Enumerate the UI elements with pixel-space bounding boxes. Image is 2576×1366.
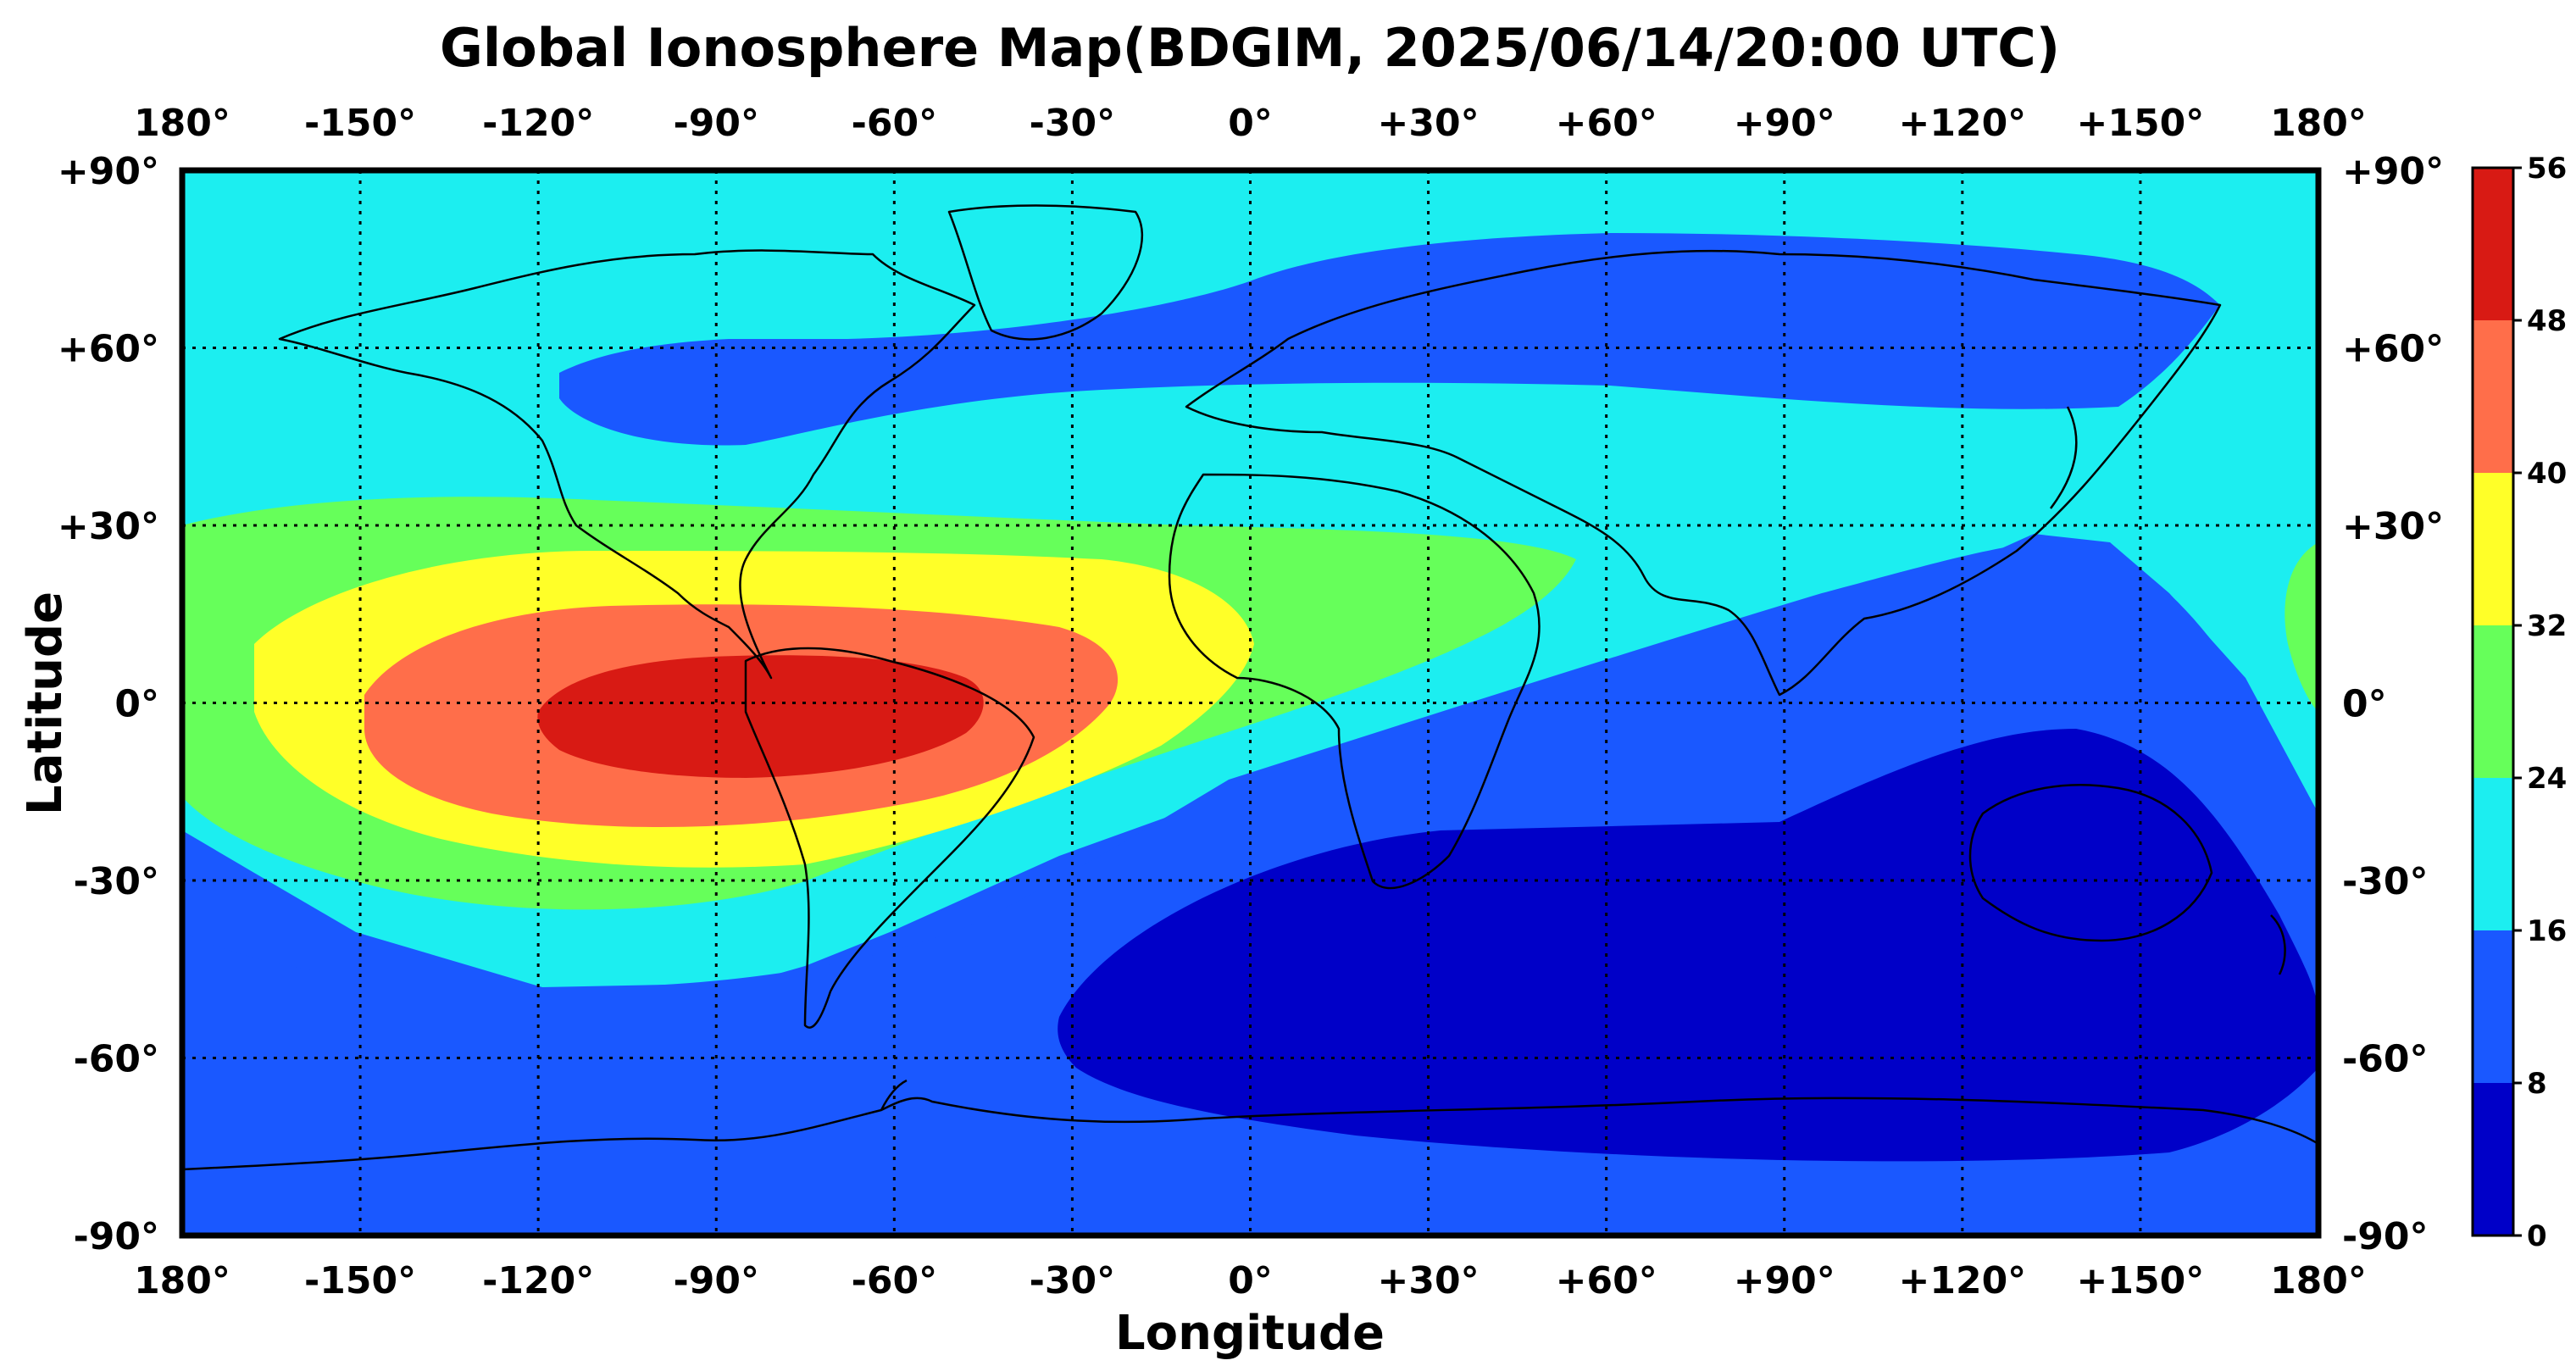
coastline-antarctic-peninsula	[880, 1079, 908, 1111]
tec-band-0-8	[1058, 729, 2318, 1162]
lat-tick-label: -30°	[2342, 860, 2429, 903]
colorbar-tick-label: 56	[2527, 152, 2567, 186]
colorbar	[2471, 166, 2515, 1237]
colorbar-bin	[2473, 320, 2513, 473]
lat-tick-label: 0°	[2342, 683, 2387, 726]
lon-tick-label: +150°	[2077, 1259, 2205, 1302]
lon-tick-label: +60°	[1556, 102, 1657, 145]
colorbar-tick-label: 0	[2527, 1219, 2547, 1253]
lon-tick-label: -60°	[852, 102, 938, 145]
x-axis-label: Longitude	[1115, 1306, 1385, 1361]
lat-tick-label: +30°	[2342, 505, 2444, 548]
colorbar-bin	[2473, 778, 2513, 930]
lon-tick-label: 180°	[134, 1259, 230, 1302]
colorbar-bin	[2473, 168, 2513, 320]
coastline-south-america	[744, 647, 1035, 1029]
lon-tick-label: -30°	[1030, 102, 1116, 145]
coastline-north-america	[278, 249, 976, 680]
lon-tick-label: -90°	[674, 1259, 760, 1302]
lon-tick-label: +90°	[1734, 102, 1835, 145]
lon-tick-label: -90°	[674, 102, 760, 145]
tec-band-8-16-north	[559, 233, 2220, 446]
lon-tick-label: 0°	[1228, 102, 1273, 145]
colorbar-frame	[2471, 166, 2515, 1237]
map-frame	[179, 167, 2322, 1239]
lat-tick-label: -30°	[74, 860, 160, 903]
y-axis-label: Latitude	[18, 591, 73, 815]
lon-tick-label: +150°	[2077, 102, 2205, 145]
lon-tick-label: +120°	[1898, 102, 2026, 145]
lat-tick-label: -90°	[74, 1215, 160, 1258]
lat-tick-label: +60°	[58, 328, 159, 371]
coastline-antarctica	[182, 1097, 2318, 1171]
lon-tick-label: -120°	[482, 102, 594, 145]
lat-tick-label: -60°	[74, 1038, 160, 1081]
lon-ticks-bottom: 180° -150° -120° -90° -60° -30° 0° +30° +60° +90°…	[134, 1259, 2367, 1302]
colorbar-bin	[2473, 930, 2513, 1083]
tec-band-24-32-east	[2285, 542, 2318, 712]
lon-tick-label: -30°	[1030, 1259, 1116, 1302]
lon-tick-label: +30°	[1378, 1259, 1480, 1302]
colorbar-bin	[2473, 473, 2513, 625]
lat-tick-label: +60°	[2342, 328, 2444, 371]
lon-tick-label: 180°	[2270, 102, 2367, 145]
map-title: Global Ionosphere Map(BDGIM, 2025/06/14/…	[440, 17, 2060, 79]
lon-tick-label: -150°	[304, 102, 416, 145]
coastline-africa	[1168, 473, 1541, 890]
colorbar-tick-label: 8	[2527, 1067, 2547, 1101]
lon-tick-label: +120°	[1898, 1259, 2026, 1302]
colorbar-ticks: 56 48 40 32 24 16 8 0	[2513, 152, 2567, 1253]
colorbar-tick-label: 48	[2527, 304, 2567, 338]
lon-tick-label: +60°	[1556, 1259, 1657, 1302]
lat-tick-label: +90°	[2342, 150, 2444, 193]
colorbar-bin	[2473, 1083, 2513, 1236]
colorbar-tick-label: 24	[2527, 762, 2567, 796]
gridlines	[182, 170, 2318, 1236]
lon-tick-label: -60°	[852, 1259, 938, 1302]
coastlines	[182, 204, 2318, 1171]
lon-ticks-top: 180° -150° -120° -90° -60° -30° 0° +30° +60° +90°…	[134, 102, 2367, 145]
tec-band-48-56	[537, 655, 984, 778]
coastline-japan	[2049, 406, 2078, 509]
lon-tick-label: -150°	[304, 1259, 416, 1302]
lat-tick-label: -90°	[2342, 1215, 2429, 1258]
lat-ticks-left: +90° +60° +30° 0° -30° -60° -90°	[58, 150, 159, 1258]
coastline-australia	[1968, 784, 2213, 942]
colorbar-bin	[2473, 625, 2513, 778]
lat-tick-label: -60°	[2342, 1038, 2429, 1081]
colorbar-tick-label: 40	[2527, 457, 2567, 491]
lon-tick-label: 180°	[2270, 1259, 2367, 1302]
coastline-greenland	[947, 204, 1143, 341]
lon-tick-label: 180°	[134, 102, 230, 145]
lat-tick-label: +30°	[58, 505, 159, 548]
lat-tick-label: +90°	[58, 150, 159, 193]
lon-tick-label: -120°	[482, 1259, 594, 1302]
lon-tick-label: +90°	[1734, 1259, 1835, 1302]
colorbar-tick-label: 16	[2527, 914, 2567, 948]
coastline-new-zealand	[2270, 914, 2286, 975]
tec-map-area	[182, 170, 2318, 1236]
lat-ticks-right: +90° +60° +30° 0° -30° -60° -90°	[2342, 150, 2444, 1258]
lat-tick-label: 0°	[114, 683, 159, 726]
colorbar-tick-label: 32	[2527, 609, 2567, 643]
lon-tick-label: 0°	[1228, 1259, 1273, 1302]
lon-tick-label: +30°	[1378, 102, 1480, 145]
